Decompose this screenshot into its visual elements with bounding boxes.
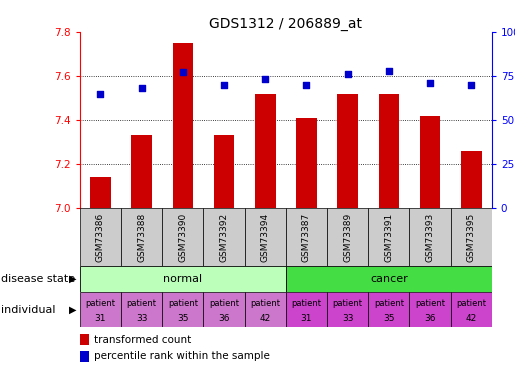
Text: GSM73393: GSM73393	[425, 213, 435, 262]
Bar	[80, 334, 89, 345]
Text: patient: patient	[85, 298, 115, 307]
Bar	[409, 292, 451, 327]
Bar	[255, 94, 276, 208]
Bar	[420, 116, 440, 208]
Text: 31: 31	[95, 314, 106, 323]
Bar	[173, 43, 193, 208]
Text: GSM73392: GSM73392	[219, 213, 229, 262]
Bar	[368, 208, 409, 266]
Text: patient: patient	[250, 298, 280, 307]
Text: GSM73387: GSM73387	[302, 213, 311, 262]
Bar	[379, 94, 399, 208]
Bar	[286, 292, 327, 327]
Text: patient: patient	[415, 298, 445, 307]
Bar	[337, 94, 358, 208]
Bar	[296, 118, 317, 208]
Point	[220, 82, 228, 88]
Bar	[80, 292, 121, 327]
Text: transformed count: transformed count	[94, 334, 192, 345]
Bar	[327, 292, 368, 327]
Text: patient: patient	[291, 298, 321, 307]
Bar	[121, 208, 162, 266]
Text: 33: 33	[342, 314, 353, 323]
Bar	[368, 292, 409, 327]
Bar	[80, 266, 286, 292]
Bar	[451, 292, 492, 327]
Text: 31: 31	[301, 314, 312, 323]
Text: GSM73395: GSM73395	[467, 213, 476, 262]
Bar	[245, 208, 286, 266]
Text: GSM73389: GSM73389	[343, 213, 352, 262]
Bar	[80, 351, 89, 362]
Text: GSM73391: GSM73391	[384, 213, 393, 262]
Point	[138, 85, 146, 91]
Text: GSM73386: GSM73386	[96, 213, 105, 262]
Text: GSM73390: GSM73390	[178, 213, 187, 262]
Text: disease state: disease state	[1, 274, 75, 284]
Text: 42: 42	[466, 314, 477, 323]
Text: cancer: cancer	[370, 274, 408, 284]
Bar	[131, 135, 152, 208]
Text: patient: patient	[333, 298, 363, 307]
Bar	[461, 151, 482, 208]
Text: patient: patient	[127, 298, 157, 307]
Bar	[409, 208, 451, 266]
Text: percentile rank within the sample: percentile rank within the sample	[94, 351, 270, 361]
Text: GSM73388: GSM73388	[137, 213, 146, 262]
Text: patient: patient	[374, 298, 404, 307]
Text: ▶: ▶	[68, 274, 76, 284]
Text: 36: 36	[424, 314, 436, 323]
Text: 42: 42	[260, 314, 271, 323]
Bar	[80, 208, 121, 266]
Text: 33: 33	[136, 314, 147, 323]
Bar	[286, 266, 492, 292]
Bar	[286, 208, 327, 266]
Point	[261, 76, 269, 82]
Bar	[162, 208, 203, 266]
Bar	[245, 292, 286, 327]
Bar	[451, 208, 492, 266]
Text: 36: 36	[218, 314, 230, 323]
Text: GSM73394: GSM73394	[261, 213, 270, 262]
Bar	[203, 292, 245, 327]
Title: GDS1312 / 206889_at: GDS1312 / 206889_at	[209, 17, 363, 31]
Text: 35: 35	[383, 314, 394, 323]
Point	[96, 91, 105, 97]
Bar	[121, 292, 162, 327]
Point	[344, 71, 352, 77]
Bar	[162, 292, 203, 327]
Bar	[90, 177, 111, 208]
Text: individual: individual	[1, 304, 56, 315]
Text: 35: 35	[177, 314, 188, 323]
Text: patient: patient	[209, 298, 239, 307]
Bar	[327, 208, 368, 266]
Text: patient: patient	[456, 298, 486, 307]
Text: ▶: ▶	[68, 304, 76, 315]
Point	[302, 82, 311, 88]
Point	[385, 68, 393, 74]
Point	[426, 80, 434, 86]
Text: patient: patient	[168, 298, 198, 307]
Point	[179, 69, 187, 75]
Bar	[203, 208, 245, 266]
Point	[467, 82, 475, 88]
Text: normal: normal	[163, 274, 202, 284]
Bar	[214, 135, 234, 208]
